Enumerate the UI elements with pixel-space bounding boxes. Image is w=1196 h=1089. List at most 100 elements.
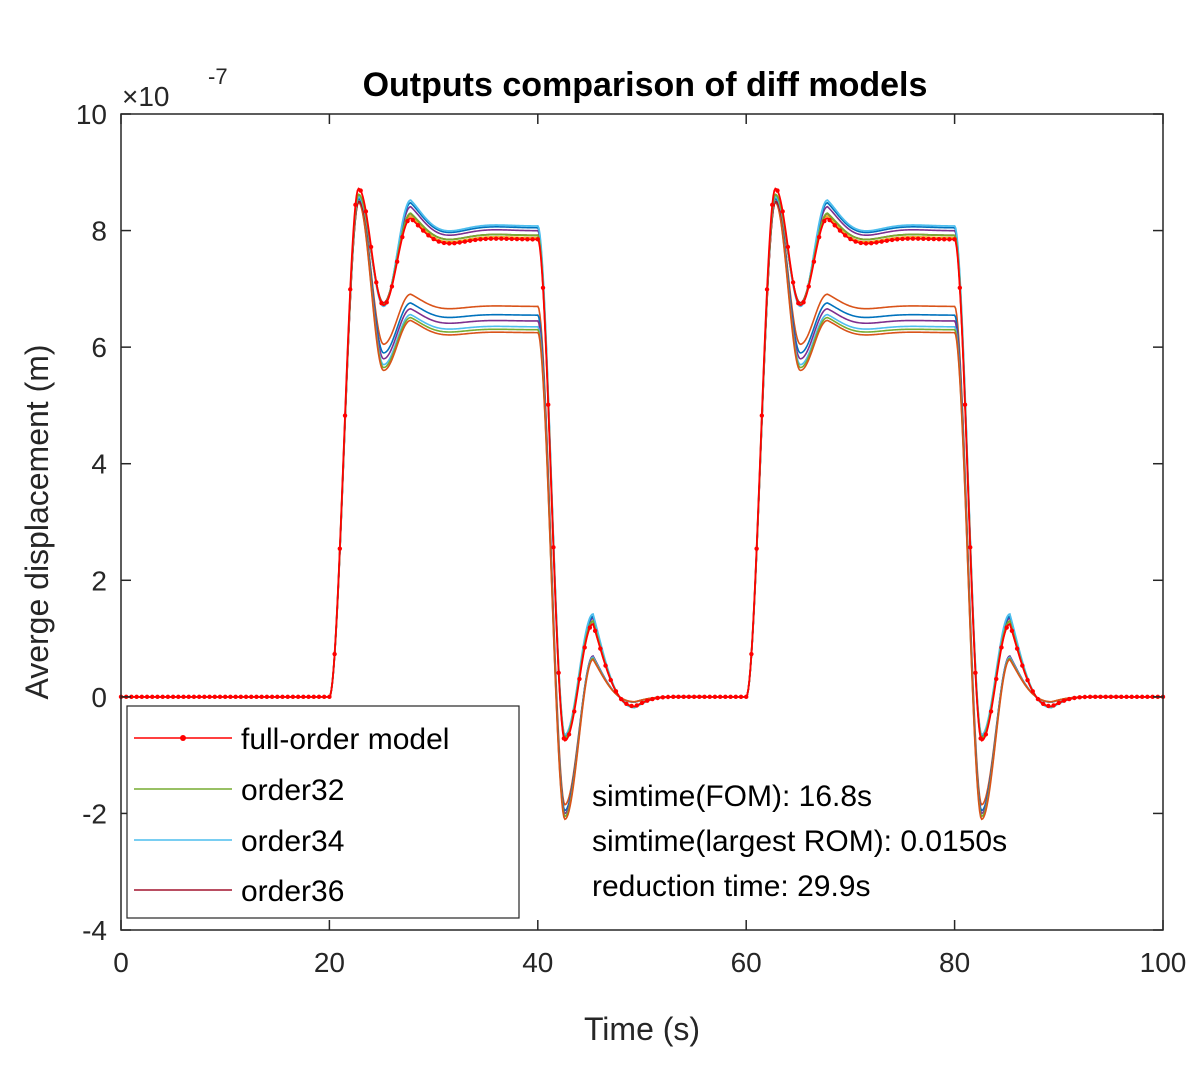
legend-entry-full-order-model: full-order model (134, 723, 449, 756)
full-order-model-point (551, 545, 556, 550)
full-order-model-point (608, 677, 613, 683)
full-order-model-point (1004, 625, 1009, 630)
full-order-model-point (337, 546, 343, 551)
annotation-fom-time: simtime(FOM): 16.8s (592, 780, 872, 813)
full-order-model-point (848, 236, 853, 242)
full-order-model-point (530, 237, 535, 242)
legend-label-order34: order34 (241, 825, 344, 858)
full-order-model-point (342, 413, 348, 418)
full-order-model-point (327, 694, 332, 700)
full-order-model-point (624, 701, 629, 706)
full-order-model-point (598, 646, 603, 651)
full-order-model-point (379, 300, 384, 306)
legend-label-order36: order36 (241, 875, 344, 908)
full-order-model-point (389, 284, 395, 289)
full-order-model-point (452, 240, 457, 246)
full-order-model-point (816, 234, 822, 240)
full-order-model-point (1119, 694, 1124, 700)
full-order-model-point (655, 695, 660, 701)
full-order-model-point (1087, 694, 1093, 700)
full-order-model-point (957, 285, 963, 290)
x-tick-label: 20 (314, 947, 345, 978)
full-order-model-point (348, 287, 353, 292)
full-order-model-point (660, 695, 666, 700)
full-order-model-point (1098, 694, 1103, 699)
full-order-model-point (280, 694, 285, 700)
full-order-model-point (572, 709, 577, 714)
full-order-model-point (249, 694, 254, 700)
full-order-model-point (358, 188, 363, 193)
full-order-model-point (488, 236, 494, 241)
full-order-model-point (493, 236, 499, 241)
full-order-model-point (269, 694, 275, 700)
full-order-model-point (973, 670, 978, 676)
full-order-model-point (556, 670, 561, 676)
y-tick-label: 0 (91, 682, 107, 713)
full-order-model-point (223, 694, 228, 700)
full-order-model-point (1077, 695, 1082, 700)
full-order-model-point (436, 239, 442, 244)
full-order-model-point (811, 259, 817, 264)
full-order-model-point (306, 694, 311, 700)
full-order-model-point (639, 700, 645, 706)
full-order-model-point (744, 694, 749, 700)
full-order-model-point (285, 694, 290, 700)
full-order-model-point (243, 694, 249, 700)
full-order-model-point (947, 237, 952, 242)
annotation-rom-time: simtime(largest ROM): 0.0150s (592, 825, 1007, 858)
full-order-model-point (936, 237, 942, 242)
y-exponent-label: ×10 -7 (122, 64, 228, 112)
full-order-model-point (691, 694, 697, 700)
full-order-model-point (275, 694, 280, 700)
full-order-model-point (733, 694, 738, 700)
full-order-model-point (723, 694, 728, 700)
full-order-model-point (410, 217, 415, 223)
full-order-model-point (405, 218, 410, 224)
full-order-model-point (504, 236, 509, 241)
full-order-model-point (1129, 694, 1134, 700)
full-order-model-point (462, 239, 468, 244)
full-order-model-point (1139, 694, 1145, 700)
y-tick-label: -2 (82, 798, 107, 829)
full-order-model-point (394, 259, 400, 264)
full-order-model-point (181, 694, 186, 700)
full-order-model-point (889, 237, 895, 243)
full-order-model-point (697, 694, 702, 700)
full-order-model-point (509, 236, 514, 242)
x-tick-label: 40 (522, 947, 553, 978)
full-order-model-point (426, 233, 431, 238)
legend-entry-order34: order34 (134, 825, 344, 858)
full-order-model-point (332, 651, 337, 657)
full-order-model-point (170, 694, 176, 700)
full-order-model-point (400, 234, 405, 240)
x-tick-label: 100 (1140, 947, 1187, 978)
full-order-model-point (1025, 677, 1030, 683)
full-order-model-point (863, 241, 869, 246)
x-axis-label: Time (s) (584, 1011, 700, 1047)
full-order-model-point (983, 732, 989, 737)
full-order-model-point (1124, 694, 1129, 700)
full-order-model-point (775, 188, 780, 193)
full-order-model-point (915, 236, 921, 241)
full-order-model-point (1009, 628, 1015, 633)
full-order-model-point (822, 218, 827, 224)
full-order-model-point (952, 237, 957, 242)
full-order-model-point (900, 236, 905, 242)
full-order-model-point (712, 694, 718, 700)
full-order-model-point (384, 300, 389, 305)
full-order-model-point (1030, 689, 1035, 694)
full-order-model-point (207, 694, 212, 700)
full-order-model-point (874, 240, 879, 245)
full-order-model-point (1093, 694, 1098, 699)
x-tick-label: 0 (113, 947, 129, 978)
full-order-model-point (212, 694, 217, 700)
full-order-model-point (546, 402, 551, 407)
full-order-model-point (806, 284, 811, 289)
full-order-model-point (368, 244, 374, 250)
full-order-model-point (738, 694, 744, 700)
y-tick-label: 4 (91, 449, 107, 480)
full-order-model-point (483, 236, 488, 242)
full-order-model-point (431, 236, 436, 242)
